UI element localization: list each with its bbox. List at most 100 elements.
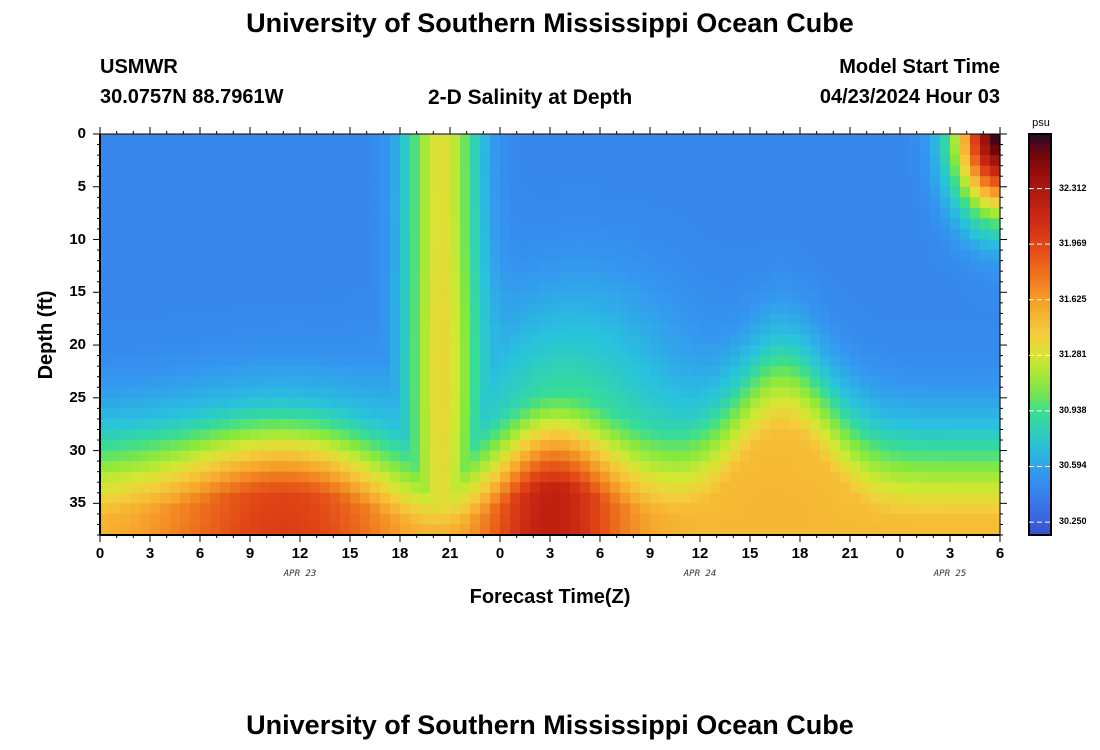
heat-cell — [650, 207, 661, 220]
heat-cell — [490, 513, 501, 526]
heat-cell — [790, 250, 801, 262]
heat-cell — [970, 387, 981, 399]
heat-cell — [400, 334, 411, 346]
heat-cell — [850, 513, 861, 526]
heat-cell — [970, 197, 981, 209]
heat-cell — [530, 429, 541, 441]
heat-cell — [160, 281, 171, 293]
heat-cell — [970, 492, 981, 504]
heat-cell — [720, 513, 731, 526]
heat-cell — [990, 281, 1001, 293]
heat-cell — [980, 323, 991, 336]
heat-cell — [980, 292, 991, 304]
heat-cell — [670, 397, 681, 409]
heat-cell — [830, 302, 841, 314]
heat-cell — [300, 271, 311, 283]
heat-cell — [920, 355, 931, 367]
heat-cell — [380, 218, 391, 230]
heat-cell — [900, 144, 911, 156]
heat-cell — [330, 250, 341, 262]
heat-cell — [430, 250, 441, 262]
heat-cell — [940, 197, 951, 209]
heat-cell — [870, 461, 881, 473]
heat-cell — [140, 313, 151, 325]
heat-cell — [540, 471, 551, 483]
heat-cell — [470, 165, 481, 177]
heat-cell — [400, 355, 411, 367]
heat-cell — [270, 482, 281, 494]
heat-cell — [800, 281, 811, 293]
heat-cell — [880, 482, 891, 494]
heat-cell — [950, 144, 961, 156]
heat-cell — [920, 281, 931, 293]
heat-cell — [570, 387, 581, 399]
heat-cell — [650, 376, 661, 388]
heat-cell — [130, 186, 141, 198]
heat-cell — [550, 397, 561, 409]
heat-cell — [640, 186, 651, 198]
heat-cell — [180, 239, 191, 251]
heat-cell — [430, 186, 441, 198]
heat-cell — [780, 345, 791, 357]
heat-cell — [660, 218, 671, 230]
heat-cell — [740, 366, 751, 378]
heat-cell — [240, 440, 251, 452]
heat-cell — [200, 165, 211, 177]
heat-cell — [250, 271, 261, 283]
heat-cell — [450, 482, 461, 494]
heat-cell — [720, 524, 731, 536]
heat-cell — [790, 207, 801, 220]
heat-cell — [480, 165, 491, 177]
heat-cell — [110, 524, 121, 536]
heat-cell — [500, 482, 511, 494]
heat-cell — [190, 228, 201, 241]
heat-cell — [580, 186, 591, 198]
heat-cell — [160, 355, 171, 367]
heat-cell — [780, 323, 791, 336]
heat-cell — [360, 260, 371, 272]
heat-cell — [590, 155, 601, 167]
heat-cell — [910, 334, 921, 346]
heat-cell — [390, 144, 401, 156]
heat-cell — [560, 250, 571, 262]
heat-cell — [630, 218, 641, 230]
heat-cell — [610, 418, 621, 431]
heat-cell — [800, 345, 811, 357]
heat-cell — [620, 302, 631, 314]
heat-cell — [310, 482, 321, 494]
heat-cell — [180, 408, 191, 420]
heat-cell — [600, 334, 611, 346]
heat-cell — [650, 271, 661, 283]
heat-cell — [210, 281, 221, 293]
heat-cell — [780, 228, 791, 241]
colorbar-label: 31.969 — [1059, 238, 1087, 249]
heat-cell — [520, 165, 531, 177]
heat-cell — [310, 376, 321, 388]
heat-cell — [490, 376, 501, 388]
heat-cell — [260, 134, 271, 146]
heat-cell — [320, 207, 331, 220]
heat-cell — [180, 387, 191, 399]
heat-cell — [280, 323, 291, 336]
heat-cell — [430, 524, 441, 536]
heat-cell — [780, 503, 791, 515]
heat-cell — [820, 471, 831, 483]
heat-cell — [430, 513, 441, 526]
heat-cell — [540, 503, 551, 515]
heat-cell — [320, 155, 331, 167]
heat-cell — [130, 176, 141, 188]
heat-cell — [760, 524, 771, 536]
heat-cell — [100, 155, 111, 167]
heat-cell — [760, 471, 771, 483]
heat-cell — [220, 482, 231, 494]
heat-cell — [580, 482, 591, 494]
heat-cell — [380, 429, 391, 441]
heat-cell — [520, 207, 531, 220]
heat-cell — [430, 345, 441, 357]
heat-cell — [340, 429, 351, 441]
heat-cell — [150, 134, 161, 146]
heat-cell — [450, 355, 461, 367]
heat-cell — [700, 418, 711, 431]
heat-cell — [320, 355, 331, 367]
heat-cell — [490, 186, 501, 198]
